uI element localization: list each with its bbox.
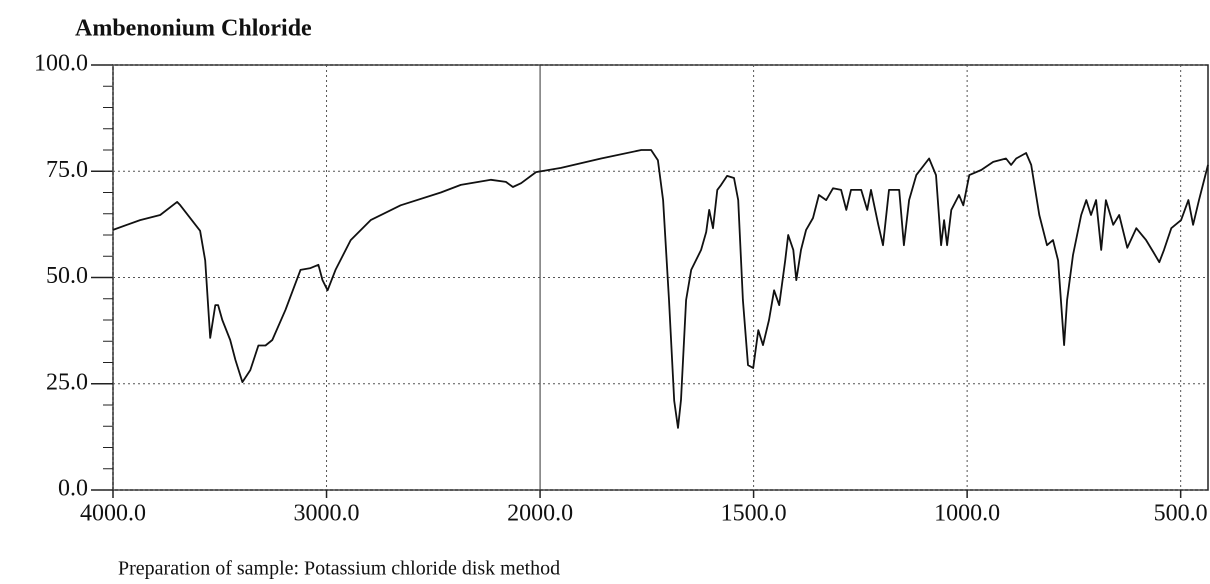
spectrum-line xyxy=(112,149,1209,429)
x-tick-label: 2000.0 xyxy=(507,501,573,527)
x-tick-label: 1000.0 xyxy=(934,501,1000,527)
x-tick-label: 500.0 xyxy=(1154,501,1208,527)
x-tick-label: 3000.0 xyxy=(294,501,360,527)
y-tick-label: 0.0 xyxy=(58,476,88,502)
x-tick-label: 4000.0 xyxy=(80,501,146,527)
y-tick-label: 100.0 xyxy=(34,51,88,77)
sample-note: Preparation of sample: Potassium chlorid… xyxy=(118,558,560,580)
y-tick-label: 50.0 xyxy=(46,263,88,289)
y-tick-label: 25.0 xyxy=(46,369,88,395)
x-tick-label: 1500.0 xyxy=(721,501,787,527)
y-tick-label: 75.0 xyxy=(46,157,88,183)
chart-title: Ambenonium Chloride xyxy=(75,16,312,42)
